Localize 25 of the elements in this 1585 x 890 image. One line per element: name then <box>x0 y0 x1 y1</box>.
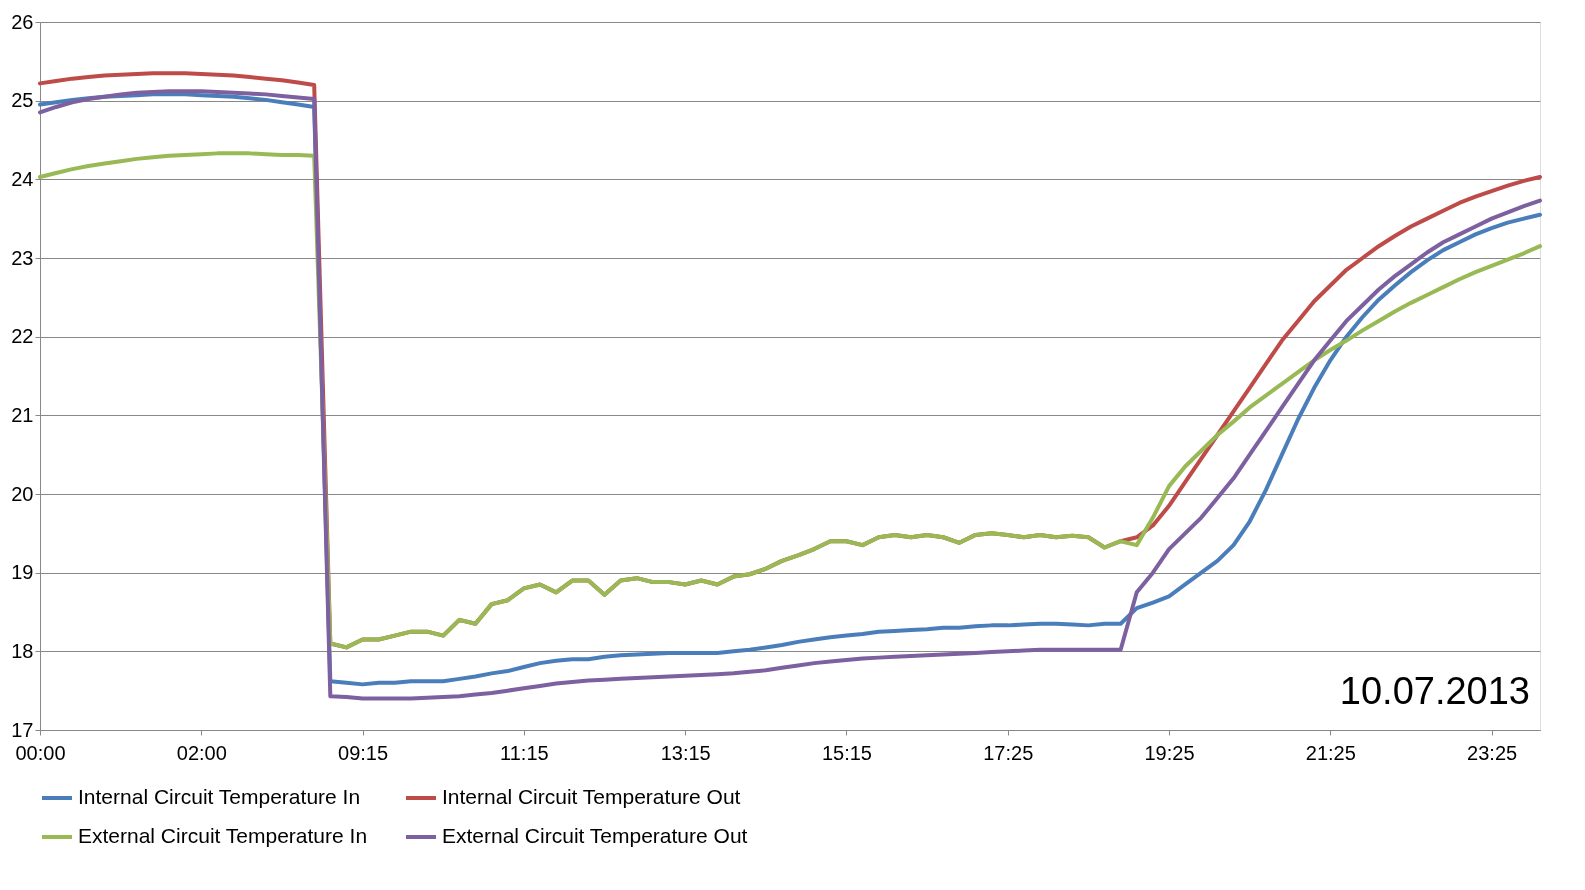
y-tick-label: 24 <box>11 167 34 190</box>
x-tick-label: 17:25 <box>983 741 1034 764</box>
legend-label: External Circuit Temperature Out <box>442 824 748 847</box>
x-tick-label: 02:00 <box>176 741 227 764</box>
annotation: 10.07.2013 <box>1339 670 1530 712</box>
y-tick-label: 19 <box>11 561 34 584</box>
x-tick-label: 13:15 <box>660 741 711 764</box>
x-tick-label: 19:25 <box>1144 741 1195 764</box>
y-tick-label: 18 <box>11 639 34 662</box>
x-tick-label: 23:25 <box>1467 741 1518 764</box>
y-tick-label: 26 <box>11 10 34 33</box>
legend-label: External Circuit Temperature In <box>78 824 368 847</box>
x-tick-label: 15:15 <box>821 741 872 764</box>
y-tick-label: 25 <box>11 89 34 112</box>
y-tick-label: 22 <box>11 325 34 348</box>
x-tick-label: 09:15 <box>338 741 389 764</box>
y-tick-label: 17 <box>11 718 34 741</box>
legend-label: Internal Circuit Temperature In <box>78 785 361 808</box>
legend-label: Internal Circuit Temperature Out <box>442 785 741 808</box>
x-tick-label: 00:00 <box>15 741 66 764</box>
y-tick-label: 23 <box>11 246 34 269</box>
x-tick-label: 21:25 <box>1305 741 1356 764</box>
y-tick-label: 21 <box>11 403 34 426</box>
x-tick-label: 11:15 <box>500 741 549 764</box>
y-tick-label: 20 <box>11 482 34 505</box>
